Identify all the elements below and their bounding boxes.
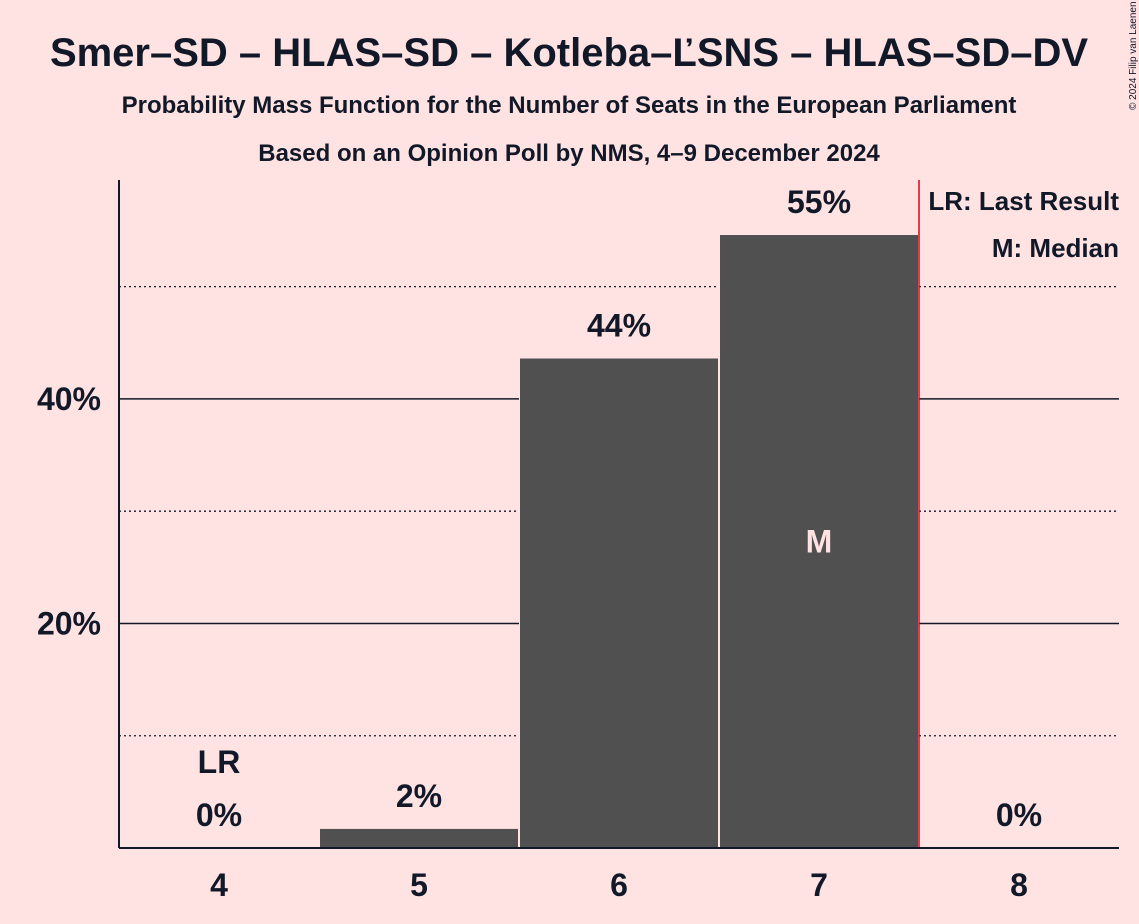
x-tick-label: 6 [610,867,628,903]
chart-subtitle: Probability Mass Function for the Number… [122,92,1017,119]
bar-value-label: 0% [996,797,1042,833]
y-tick-label: 20% [37,605,101,641]
x-tick-label: 7 [810,867,828,903]
legend: LR: Last Result M: Median [921,181,1119,276]
bar [320,828,518,848]
bar-value-label: 55% [787,184,851,220]
bars [319,235,919,848]
y-tick-label: 40% [37,381,101,417]
x-tick-label: 4 [210,867,228,903]
copyright-note: © 2024 Filip van Laenen [1128,1,1139,110]
last-result-marker: LR [198,744,241,780]
axes: 20% 40% 4 5 6 7 8 [37,180,1119,903]
bar-value-label: 0% [196,797,242,833]
bar-value-label: 2% [396,778,442,814]
x-tick-label: 8 [1010,867,1028,903]
median-marker: M [806,524,833,560]
bar-labels: 0% LR 2% 44% 55% 0% M [196,184,1042,833]
legend-background [921,181,1119,276]
x-tick-label: 5 [410,867,428,903]
chart-subtitle-poll: Based on an Opinion Poll by NMS, 4–9 Dec… [258,140,880,167]
legend-item: LR: Last Result [928,186,1119,216]
chart-title: Smer–SD – HLAS–SD – Kotleba–ĽSNS – HLAS–… [50,31,1088,75]
bar [520,358,718,848]
bar-value-label: 44% [587,308,651,344]
legend-item: M: Median [992,233,1119,263]
bar [720,235,918,848]
